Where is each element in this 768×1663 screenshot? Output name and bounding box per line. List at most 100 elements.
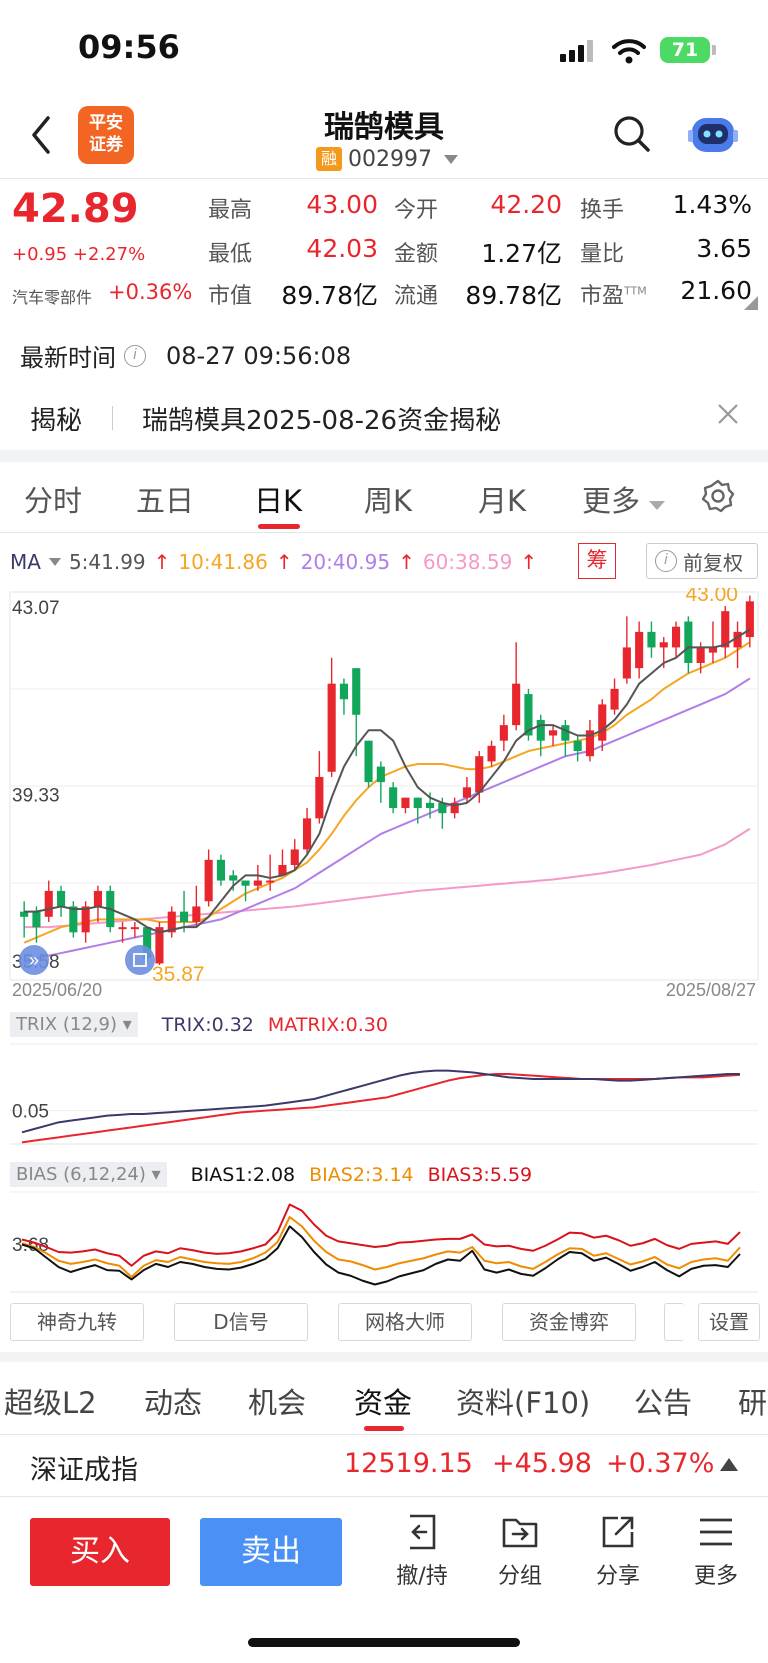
tab-opportunity[interactable]: 机会 bbox=[248, 1386, 307, 1420]
buy-button[interactable]: 买入 bbox=[30, 1518, 170, 1586]
capital-reveal-banner[interactable]: 揭秘 瑞鹄模具2025-08-26资金揭秘 bbox=[0, 384, 768, 448]
candle bbox=[647, 631, 656, 648]
tab-monthly-k[interactable]: 月K bbox=[478, 484, 527, 518]
up-arrow-icon: ↑ bbox=[153, 550, 171, 574]
partial-tool-button[interactable] bbox=[664, 1303, 684, 1341]
tab-super-l2[interactable]: 超级L2 bbox=[4, 1386, 97, 1420]
active-tab-indicator bbox=[364, 1426, 404, 1431]
quote-field-label: 今开 bbox=[394, 198, 439, 223]
badge-glyph: » bbox=[29, 950, 39, 970]
tab-daily-k[interactable]: 日K bbox=[254, 484, 303, 518]
candle bbox=[69, 906, 78, 933]
quote-field-value: 1.27亿 bbox=[481, 239, 562, 268]
index-ticker[interactable]: 深证成指 12519.15 +45.98 +0.37% bbox=[0, 1432, 768, 1496]
candle bbox=[241, 880, 250, 886]
candle bbox=[204, 859, 213, 902]
bias-legend: BIAS (6,12,24) ▾ BIAS1:2.08 BIAS2:3.14 B… bbox=[10, 1162, 532, 1187]
sector-label[interactable]: 汽车零部件 bbox=[12, 288, 93, 307]
search-icon[interactable] bbox=[612, 114, 652, 154]
candle bbox=[450, 802, 459, 814]
index-value: 12519.15 bbox=[344, 1448, 473, 1479]
magic-nine-button[interactable]: 神奇九转 bbox=[10, 1303, 144, 1341]
tab-news[interactable]: 动态 bbox=[144, 1386, 203, 1420]
capital-game-button[interactable]: 资金博弈 bbox=[502, 1303, 636, 1341]
ma5-value: 5:41.99 bbox=[68, 550, 146, 574]
ma20-value: 20:40.95 bbox=[300, 550, 391, 574]
stock-code-selector[interactable]: 融 002997 bbox=[316, 146, 458, 172]
tab-five-day[interactable]: 五日 bbox=[136, 484, 195, 518]
tab-intraday[interactable]: 分时 bbox=[24, 484, 83, 518]
candle bbox=[266, 880, 275, 883]
chip-distribution-button[interactable]: 筹 bbox=[578, 543, 616, 579]
bias1-line bbox=[21, 1225, 741, 1286]
candle bbox=[561, 725, 570, 741]
bias3-line bbox=[21, 1203, 741, 1267]
candle bbox=[622, 647, 631, 679]
share-button[interactable]: 分享 bbox=[578, 1512, 658, 1590]
candle bbox=[130, 927, 139, 930]
candle bbox=[745, 601, 754, 638]
trix-chart[interactable]: 0.05 bbox=[0, 1040, 768, 1150]
up-arrow-icon: ↑ bbox=[398, 550, 415, 574]
candle bbox=[143, 927, 152, 959]
bias3-value: BIAS3:5.59 bbox=[427, 1163, 533, 1186]
tab-research[interactable]: 研 bbox=[738, 1386, 768, 1420]
candle bbox=[32, 911, 41, 928]
candlestick-chart[interactable]: 43.0739.3335.582025/06/202025/08/2743.00… bbox=[0, 588, 768, 996]
chevron-up-icon[interactable] bbox=[720, 1458, 738, 1472]
section-gap bbox=[0, 1352, 768, 1362]
quote-field-label: 市盈TTM bbox=[580, 284, 647, 309]
signal-badge-icon[interactable] bbox=[125, 945, 155, 975]
more-button[interactable]: 更多 bbox=[676, 1512, 756, 1590]
tab-more[interactable]: 更多 bbox=[582, 478, 666, 520]
quote-field-label: 最低 bbox=[208, 242, 253, 267]
folder-icon bbox=[502, 1518, 538, 1548]
quote-field-value: 21.60 bbox=[680, 276, 752, 305]
adjust-mode-button[interactable]: i 前复权 bbox=[646, 543, 758, 579]
candle bbox=[278, 864, 287, 876]
expand-corner-icon[interactable] bbox=[744, 296, 758, 310]
battery-tip bbox=[712, 45, 716, 55]
y-tick-label: 43.07 bbox=[12, 598, 60, 619]
gear-icon[interactable] bbox=[700, 478, 736, 514]
candle bbox=[684, 621, 693, 663]
divider bbox=[0, 1496, 768, 1497]
trix-selector[interactable]: TRIX (12,9) ▾ bbox=[10, 1012, 138, 1037]
cancel-hold-button[interactable]: 撤/持 bbox=[382, 1512, 462, 1590]
tab-capital[interactable]: 资金 bbox=[354, 1386, 413, 1420]
candle bbox=[499, 725, 508, 741]
quote-field-label: 金额 bbox=[394, 242, 439, 267]
group-button[interactable]: 分组 bbox=[480, 1512, 560, 1590]
settings-button[interactable]: 设置 bbox=[698, 1303, 760, 1341]
nine-turn-badge-icon[interactable] bbox=[19, 945, 49, 975]
tab-weekly-k[interactable]: 周K bbox=[364, 484, 413, 518]
chevron-down-icon bbox=[649, 501, 666, 510]
info-icon: i bbox=[655, 550, 677, 572]
ma-label[interactable]: MA bbox=[10, 550, 41, 574]
tab-f10[interactable]: 资料(F10) bbox=[456, 1386, 591, 1420]
index-change: +45.98 bbox=[492, 1448, 592, 1479]
candle bbox=[364, 740, 373, 783]
tab-announcement[interactable]: 公告 bbox=[634, 1386, 693, 1420]
grid-master-button[interactable]: 网格大师 bbox=[338, 1303, 472, 1341]
back-icon[interactable] bbox=[26, 112, 58, 158]
margin-badge: 融 bbox=[316, 147, 342, 171]
sell-button[interactable]: 卖出 bbox=[200, 1518, 342, 1586]
candle bbox=[339, 683, 349, 700]
d-signal-button[interactable]: D信号 bbox=[174, 1303, 308, 1341]
section-gap bbox=[0, 450, 768, 462]
candle bbox=[81, 906, 90, 933]
candle bbox=[413, 797, 422, 809]
battery-level: 71 bbox=[671, 39, 699, 61]
x-date-label: 2025/08/27 bbox=[666, 980, 756, 996]
quote-field-label: 最高 bbox=[208, 198, 253, 223]
candle bbox=[462, 787, 472, 798]
bias-selector[interactable]: BIAS (6,12,24) ▾ bbox=[10, 1162, 167, 1187]
info-icon[interactable]: i bbox=[124, 344, 146, 367]
close-icon[interactable] bbox=[716, 402, 740, 426]
bias-chart[interactable]: 3.68 bbox=[0, 1188, 768, 1296]
robot-assistant-icon[interactable] bbox=[688, 112, 738, 156]
bias2-value: BIAS2:3.14 bbox=[309, 1163, 414, 1186]
quote-field-label: 流通 bbox=[394, 284, 439, 309]
badge-glyph bbox=[133, 953, 147, 967]
